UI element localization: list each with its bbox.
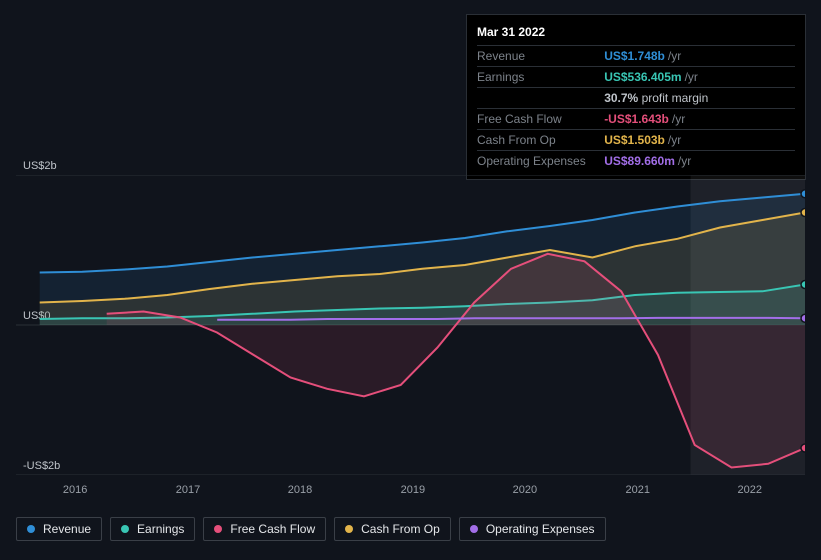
chart-plot[interactable] (16, 175, 805, 475)
tooltip-row-value: -US$1.643b/yr (604, 109, 795, 130)
legend-dot-icon (121, 525, 129, 533)
legend-dot-icon (470, 525, 478, 533)
series-end-dot (801, 281, 805, 289)
legend-item-free-cash-flow[interactable]: Free Cash Flow (203, 517, 326, 541)
legend-item-earnings[interactable]: Earnings (110, 517, 195, 541)
tooltip-row-label: Free Cash Flow (477, 109, 604, 130)
series-end-dot (801, 444, 805, 452)
x-axis-label: 2016 (63, 484, 87, 496)
legend-item-operating-expenses[interactable]: Operating Expenses (459, 517, 606, 541)
x-axis-label: 2018 (288, 484, 312, 496)
series-end-dot (801, 314, 805, 322)
x-axis-label: 2022 (738, 484, 762, 496)
series-end-dot (801, 190, 805, 198)
hover-tooltip: Mar 31 2022 RevenueUS$1.748b/yrEarningsU… (466, 14, 806, 180)
tooltip-row-label: Operating Expenses (477, 151, 604, 172)
tooltip-row-value: US$89.660m/yr (604, 151, 795, 172)
x-axis-label: 2017 (176, 484, 200, 496)
x-axis-label: 2021 (625, 484, 649, 496)
tooltip-row-value: US$536.405m/yr (604, 67, 795, 88)
x-axis-label: 2020 (513, 484, 537, 496)
tooltip-row-label: Revenue (477, 46, 604, 67)
x-axis-label: 2019 (401, 484, 425, 496)
tooltip-row-label: Cash From Op (477, 130, 604, 151)
chart-container: Mar 31 2022 RevenueUS$1.748b/yrEarningsU… (0, 0, 821, 560)
legend-label: Free Cash Flow (230, 522, 315, 536)
series-end-dot (801, 209, 805, 217)
legend-item-cash-from-op[interactable]: Cash From Op (334, 517, 451, 541)
legend-dot-icon (27, 525, 35, 533)
tooltip-row-profit: 30.7% profit margin (604, 88, 795, 109)
tooltip-table: RevenueUS$1.748b/yrEarningsUS$536.405m/y… (477, 45, 795, 171)
legend-label: Cash From Op (361, 522, 440, 536)
y-axis-label-max: US$2b (23, 160, 57, 172)
tooltip-row-value: US$1.748b/yr (604, 46, 795, 67)
legend-label: Operating Expenses (486, 522, 595, 536)
tooltip-row-label: Earnings (477, 67, 604, 88)
tooltip-row-value: US$1.503b/yr (604, 130, 795, 151)
legend-dot-icon (345, 525, 353, 533)
legend-item-revenue[interactable]: Revenue (16, 517, 102, 541)
tooltip-row-label (477, 88, 604, 109)
legend-dot-icon (214, 525, 222, 533)
legend-label: Earnings (137, 522, 184, 536)
legend: Revenue Earnings Free Cash Flow Cash From O… (16, 517, 606, 541)
tooltip-date: Mar 31 2022 (477, 21, 795, 45)
legend-label: Revenue (43, 522, 91, 536)
